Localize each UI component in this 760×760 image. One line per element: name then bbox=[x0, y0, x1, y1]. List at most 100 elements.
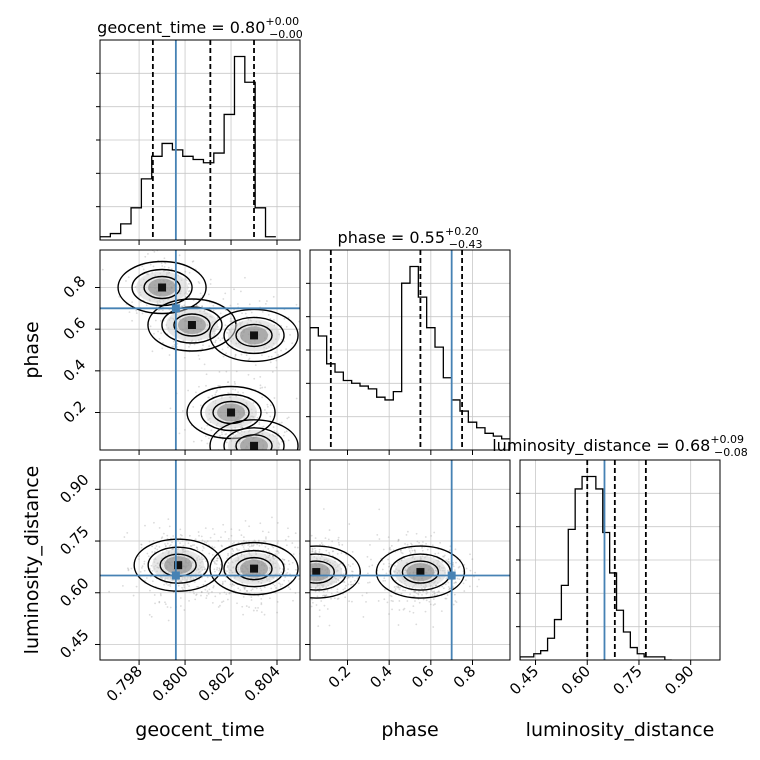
scatter-point bbox=[219, 604, 221, 607]
contour-1-1 bbox=[223, 549, 285, 588]
scatter-point bbox=[294, 546, 297, 549]
scatter-point bbox=[201, 305, 204, 308]
density-peak-1 bbox=[416, 568, 425, 577]
scatter-point bbox=[231, 548, 234, 551]
scatter-point bbox=[303, 597, 305, 599]
scatter-point bbox=[261, 386, 264, 389]
scatter-point bbox=[273, 456, 275, 458]
scatter-point bbox=[191, 544, 194, 547]
scatter-point bbox=[310, 554, 313, 557]
scatter-point bbox=[393, 590, 395, 593]
scatter-point bbox=[225, 370, 228, 373]
scatter-point bbox=[398, 588, 401, 591]
scatter-point bbox=[196, 585, 198, 588]
y-tick-label-phase-2: 0.6 bbox=[60, 314, 90, 344]
scatter-point bbox=[259, 375, 262, 378]
scatter-point bbox=[214, 341, 217, 344]
scatter-point bbox=[241, 312, 243, 315]
scatter-point bbox=[236, 554, 239, 556]
scatter-point bbox=[172, 345, 175, 348]
contour-0-1 bbox=[147, 546, 209, 584]
scatter-point bbox=[314, 549, 317, 552]
scatter-point bbox=[438, 591, 440, 593]
scatter-point bbox=[231, 547, 234, 550]
scatter-point bbox=[257, 539, 260, 542]
scatter-point bbox=[244, 350, 247, 353]
scatter-point bbox=[426, 548, 429, 551]
scatter-point bbox=[192, 406, 195, 408]
scatter-point bbox=[163, 583, 166, 586]
scatter-point bbox=[289, 588, 292, 591]
scatter-point bbox=[434, 585, 437, 587]
scatter-point bbox=[403, 607, 406, 610]
scatter-point bbox=[393, 570, 395, 573]
hist-bar-luminosity_distance-15 bbox=[623, 632, 630, 660]
scatter-point bbox=[265, 537, 267, 540]
scatter-point bbox=[292, 599, 294, 602]
scatter-point bbox=[151, 580, 154, 583]
scatter-point bbox=[326, 608, 329, 610]
scatter-point bbox=[283, 340, 286, 343]
scatter-point bbox=[188, 345, 190, 348]
scatter-point bbox=[370, 558, 372, 561]
scatter-point bbox=[188, 282, 190, 285]
scatter-point bbox=[231, 583, 234, 585]
scatter-point bbox=[206, 590, 209, 593]
scatter-point bbox=[382, 579, 385, 582]
scatter-point bbox=[145, 272, 148, 275]
scatter-point bbox=[318, 548, 321, 551]
scatter-point bbox=[471, 558, 474, 561]
scatter-point bbox=[150, 615, 153, 618]
scatter-point bbox=[311, 550, 314, 553]
scatter-point bbox=[204, 435, 207, 438]
scatter-point bbox=[214, 562, 216, 565]
scatter-point bbox=[430, 534, 433, 537]
scatter-point bbox=[232, 550, 235, 552]
scatter-point bbox=[213, 332, 216, 335]
scatter-point bbox=[193, 581, 196, 584]
scatter-point bbox=[215, 391, 218, 394]
scatter-point bbox=[453, 569, 456, 571]
scatter-point bbox=[236, 602, 238, 605]
scatter-point bbox=[203, 363, 206, 366]
scatter-point bbox=[205, 373, 208, 376]
scatter-point bbox=[318, 609, 321, 612]
scatter-point bbox=[226, 598, 229, 601]
scatter-point bbox=[180, 580, 183, 583]
scatter-point bbox=[274, 557, 277, 559]
density-peak-0 bbox=[312, 568, 321, 577]
scatter-point bbox=[393, 586, 396, 588]
hist-bar-geocent_time-9 bbox=[193, 160, 203, 240]
scatter-point bbox=[283, 558, 286, 561]
scatter-point bbox=[197, 281, 200, 283]
scatter-point bbox=[158, 600, 161, 603]
scatter-point bbox=[433, 590, 436, 593]
scatter-point bbox=[224, 433, 227, 436]
scatter-point bbox=[244, 519, 247, 522]
scatter-point bbox=[301, 584, 303, 586]
scatter-point bbox=[301, 559, 303, 561]
scatter-point bbox=[187, 389, 190, 392]
scatter-point bbox=[223, 591, 226, 594]
scatter-point bbox=[200, 594, 202, 597]
scatter-point bbox=[306, 528, 308, 530]
scatter-point bbox=[391, 608, 393, 611]
scatter-point bbox=[304, 560, 306, 562]
contour-0-0 bbox=[133, 538, 223, 592]
scatter-point bbox=[139, 570, 142, 573]
scatter-point bbox=[303, 584, 305, 586]
scatter-point bbox=[151, 545, 154, 548]
x-tick-label-phase-0: 0.2 bbox=[325, 662, 355, 692]
contour-0-0 bbox=[310, 545, 361, 599]
scatter-point bbox=[444, 583, 447, 586]
scatter-point bbox=[197, 531, 200, 533]
scatter-point bbox=[258, 423, 261, 426]
scatter-point bbox=[178, 254, 181, 257]
density-peak-0 bbox=[158, 283, 167, 292]
scatter-point bbox=[143, 563, 146, 565]
scatter-point bbox=[148, 613, 151, 616]
scatter-point bbox=[336, 598, 339, 600]
hist-bar-phase-19 bbox=[468, 422, 476, 450]
scatter-point bbox=[350, 583, 353, 586]
scatter-point bbox=[346, 577, 349, 580]
